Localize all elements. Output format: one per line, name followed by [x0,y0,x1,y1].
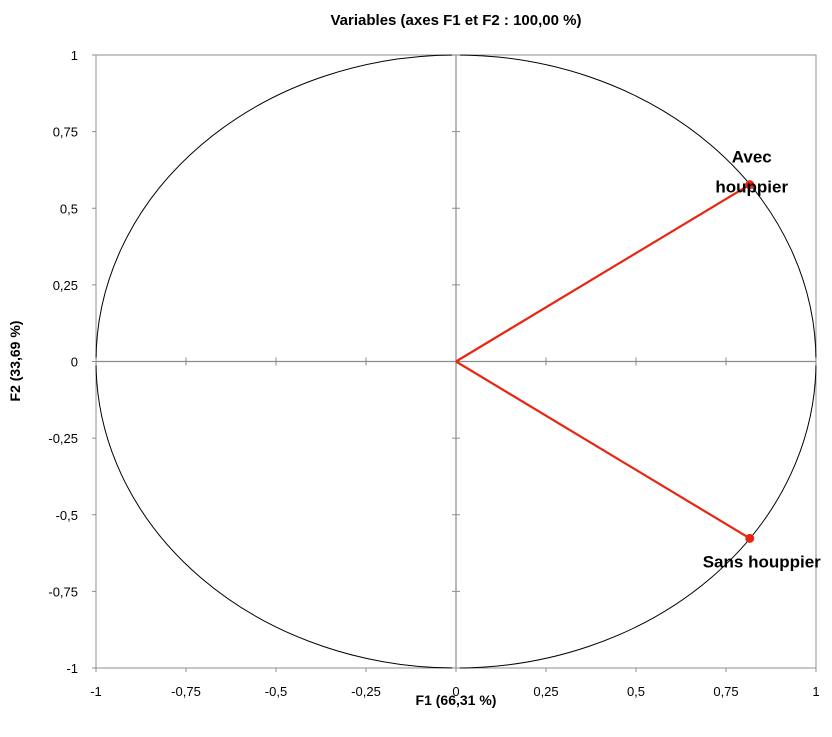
x-tick-label: 0,5 [627,684,645,699]
vector-label: Sans houppier [703,552,821,571]
x-tick-label: 0,75 [713,684,738,699]
y-tick-label: 0,5 [60,201,78,216]
x-tick-label: -0,75 [171,684,201,699]
x-tick-label: 0 [452,684,459,699]
y-tick-label: 1 [71,48,78,63]
y-tick-label: 0,75 [53,125,78,140]
x-tick-label: -0,5 [265,684,287,699]
vector-point [745,180,755,190]
vector-label: Avec [732,148,772,167]
vector-label-line2: houppier [715,178,788,197]
vector-point [745,533,755,543]
x-tick-label: 0,25 [533,684,558,699]
y-tick-label: -0,5 [56,508,78,523]
x-tick-label: -1 [90,684,102,699]
x-axis-label: F1 (66,31 %) [416,692,497,708]
vector-line [455,183,751,363]
x-tick-label: 1 [812,684,819,699]
y-tick-label: 0,25 [53,278,78,293]
y-tick-label: -0,75 [48,584,78,599]
x-tick-label: -0,25 [351,684,381,699]
y-tick-label: -1 [66,661,78,676]
y-axis-label: F2 (33,69 %) [7,321,23,402]
chart-title: Variables (axes F1 et F2 : 100,00 %) [331,12,582,29]
vector-line [455,360,751,540]
y-tick-label: 0 [71,355,78,370]
y-tick-label: -0,25 [48,431,78,446]
